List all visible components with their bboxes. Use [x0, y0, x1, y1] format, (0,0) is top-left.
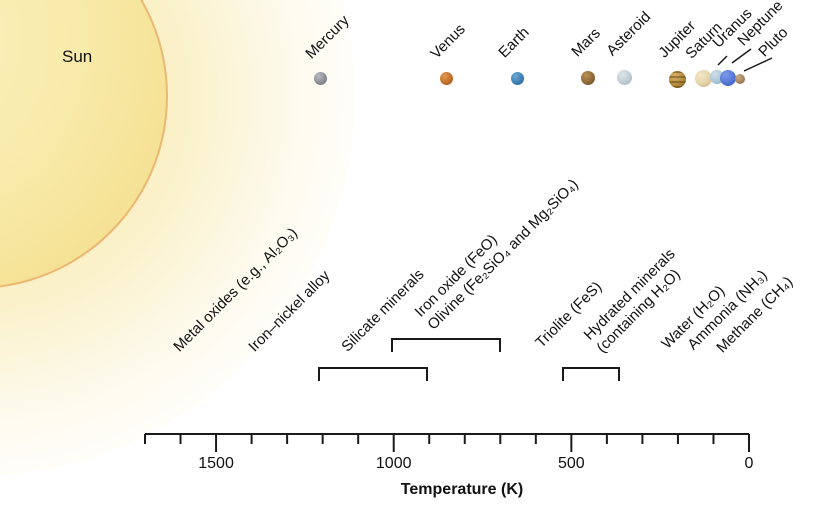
axis-title-temperature: Temperature (K) — [400, 481, 524, 498]
axis-tick-label-1500: 1500 — [198, 455, 234, 472]
axis-tick-label-500: 500 — [557, 455, 585, 472]
planet-saturn — [694, 69, 712, 87]
planet-mars — [581, 71, 595, 85]
range-bracket-iron-oxide-olivine — [391, 338, 501, 352]
leader-line-pluto — [743, 57, 773, 72]
axis-tick-label-0: 0 — [744, 455, 754, 472]
sun-label: Sun — [62, 47, 93, 66]
planet-asteroid — [616, 69, 632, 85]
planet-mercury — [313, 71, 327, 85]
range-bracket-silicate-minerals — [318, 367, 428, 381]
planet-neptune — [720, 70, 736, 86]
planet-earth — [510, 71, 524, 85]
planet-jupiter — [668, 70, 686, 88]
leader-line-uranus — [717, 55, 728, 66]
range-bracket-triolite-hydrated-minerals — [562, 367, 620, 381]
planet-pluto — [735, 74, 745, 84]
planet-venus — [439, 71, 453, 85]
axis-tick-label-1000: 1000 — [375, 455, 412, 472]
leader-line-neptune — [731, 48, 752, 64]
